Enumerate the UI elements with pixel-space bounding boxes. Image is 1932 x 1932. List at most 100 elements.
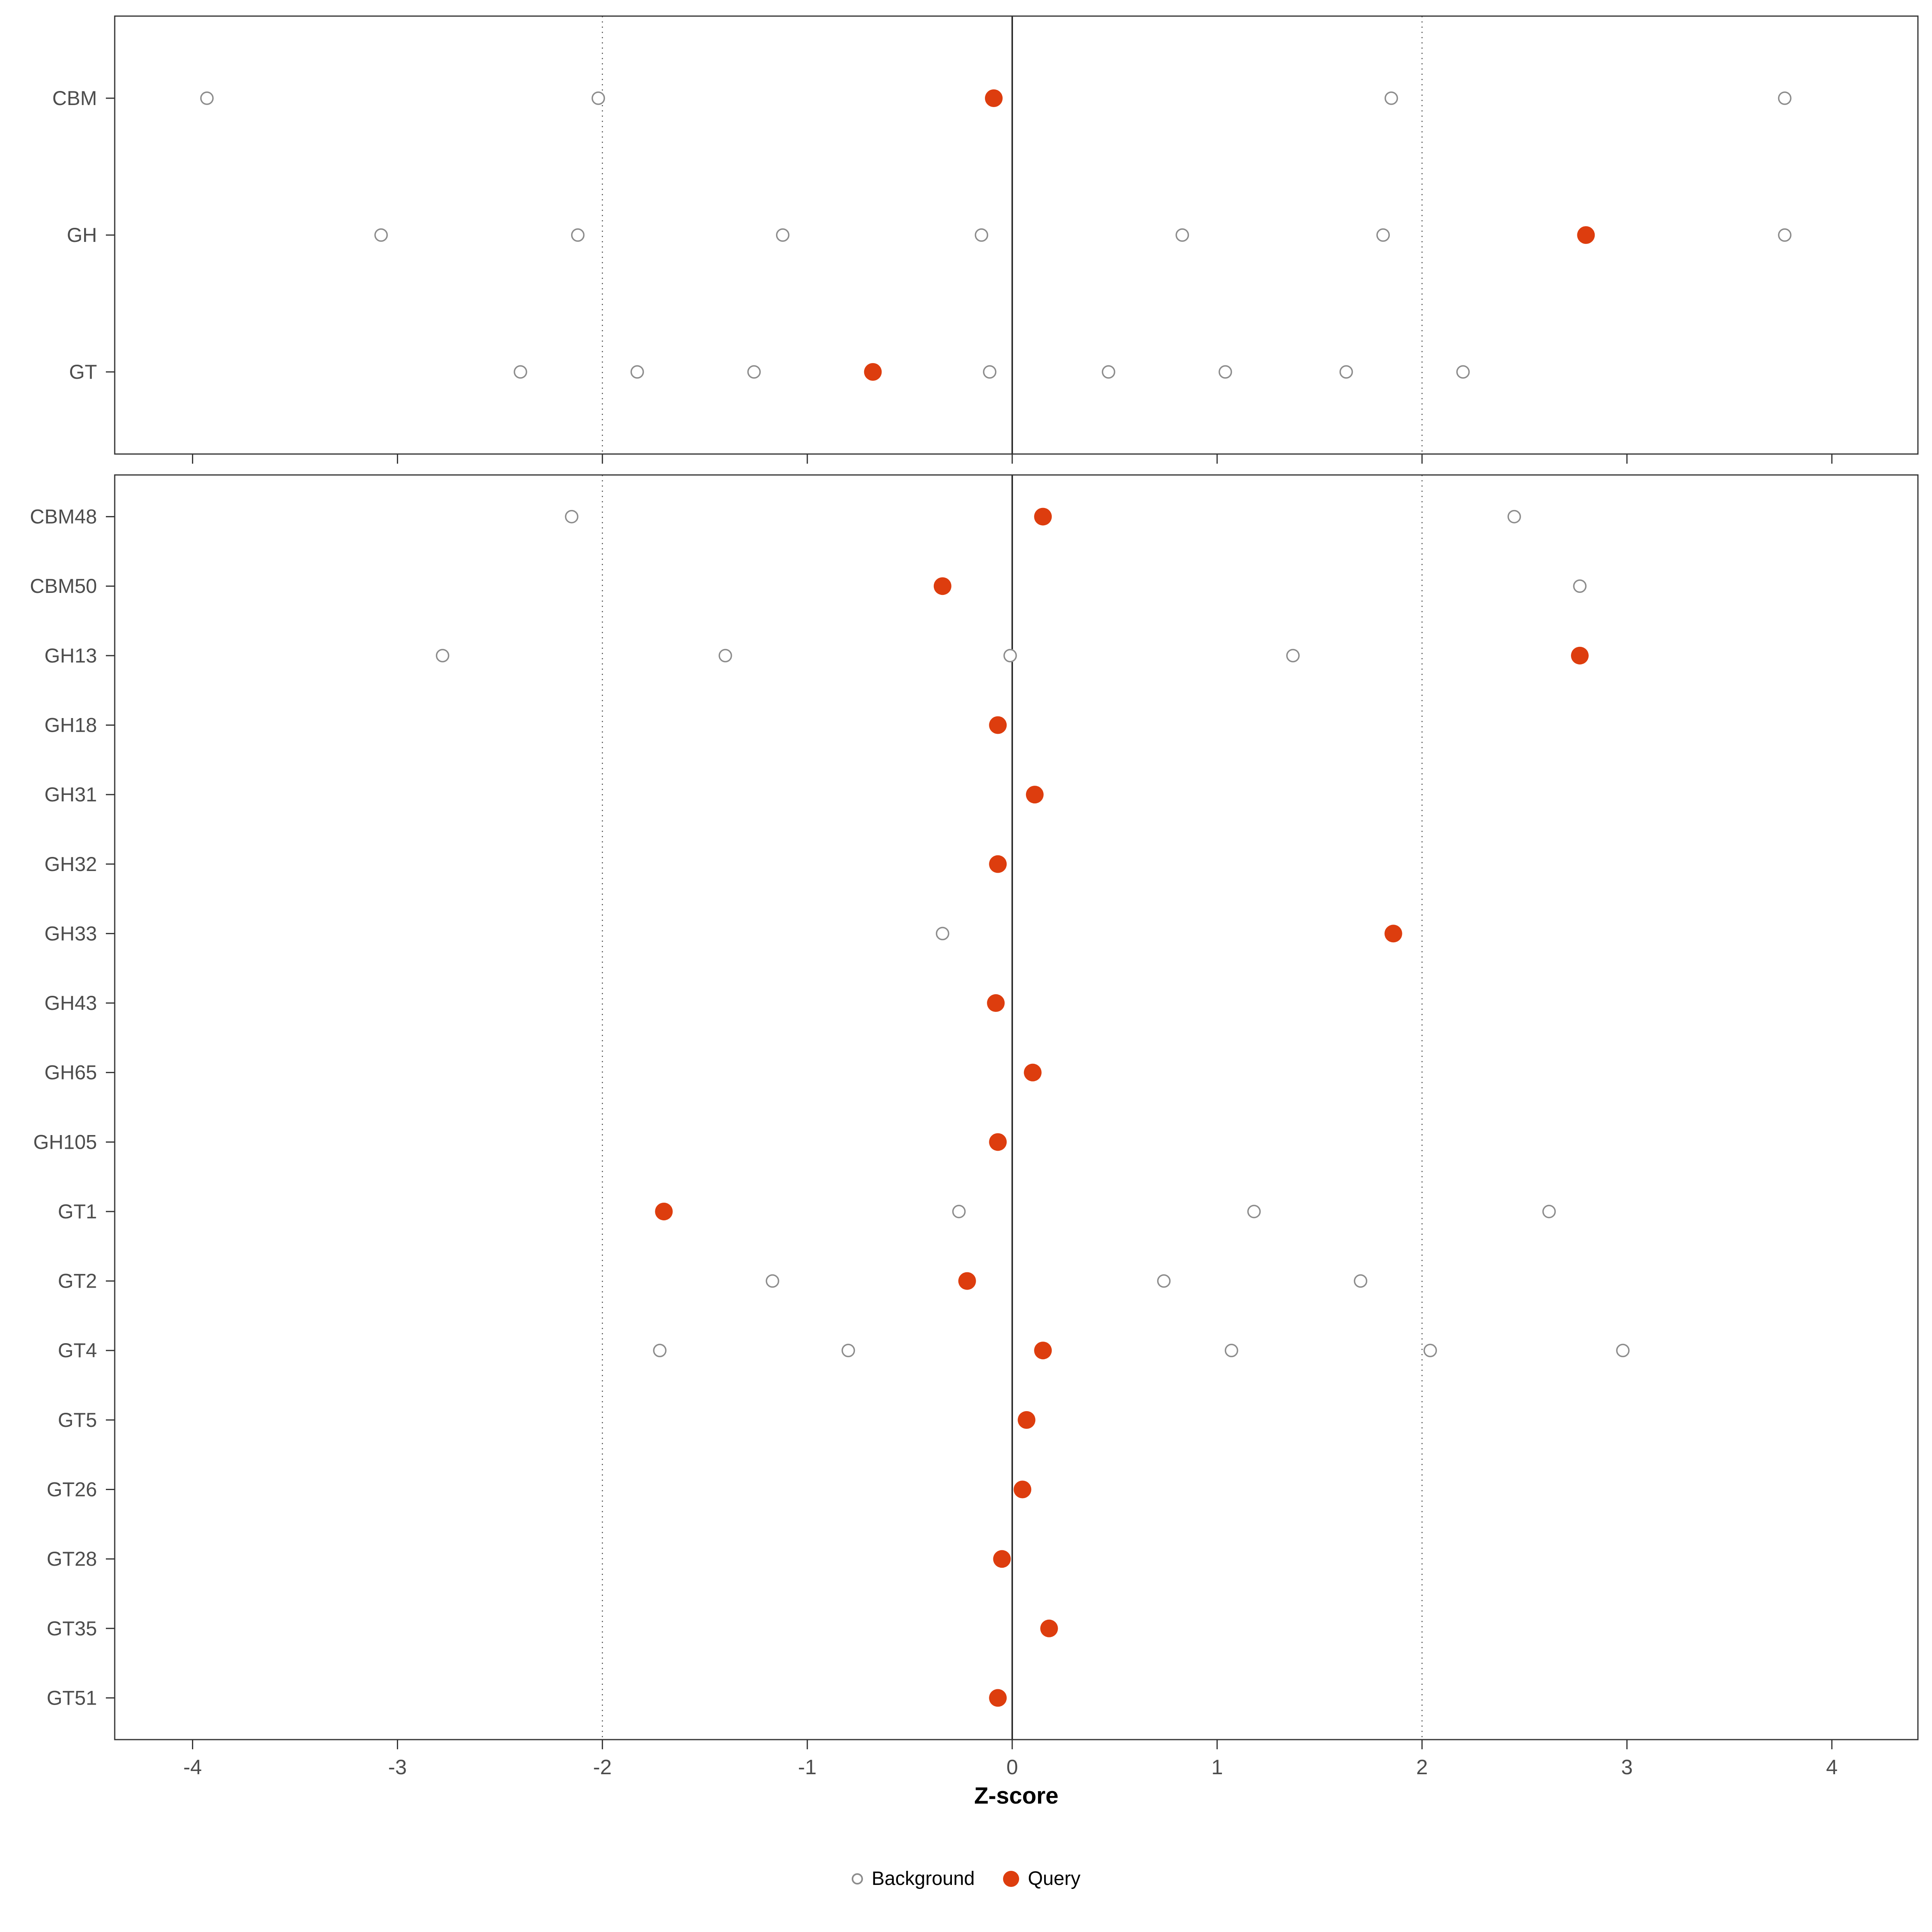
y-axis-label: GH18	[44, 714, 97, 736]
background-point	[571, 228, 585, 242]
query-point	[989, 1133, 1007, 1151]
background-point	[1175, 228, 1189, 242]
y-axis-label: GH33	[44, 922, 97, 945]
x-axis-title: Z-score	[974, 1783, 1059, 1809]
background-point	[653, 1344, 667, 1357]
background-point	[718, 649, 732, 663]
background-point	[1778, 228, 1792, 242]
y-axis-label: GT	[69, 361, 97, 383]
y-axis-label: GH31	[44, 783, 97, 806]
background-point	[1224, 1344, 1238, 1357]
background-point	[1339, 365, 1353, 379]
background-point	[514, 365, 527, 379]
x-tick-label: -4	[183, 1756, 202, 1779]
background-point	[630, 365, 644, 379]
background-point	[1573, 579, 1587, 593]
background-point	[1102, 365, 1115, 379]
background-point	[591, 91, 605, 105]
query-point	[1577, 226, 1595, 244]
x-tick-label: -2	[593, 1756, 612, 1779]
background-point	[1286, 649, 1300, 663]
query-point	[1024, 1063, 1042, 1082]
background-point	[983, 365, 997, 379]
y-axis-label: GH13	[44, 644, 97, 667]
query-point	[989, 855, 1007, 873]
y-axis-label: GH32	[44, 853, 97, 875]
background-point	[436, 649, 450, 663]
query-point	[1040, 1619, 1058, 1637]
y-axis-label: GT2	[58, 1270, 97, 1292]
x-tick-label: 3	[1621, 1756, 1633, 1779]
legend-item-background: Background	[851, 1868, 975, 1890]
background-point	[1354, 1274, 1368, 1288]
query-point	[655, 1202, 673, 1220]
y-axis-label: GT28	[47, 1548, 97, 1570]
query-point	[985, 89, 1003, 107]
background-point	[1423, 1344, 1437, 1357]
background-point	[565, 510, 579, 524]
legend: Background Query	[0, 1868, 1932, 1890]
query-point	[1034, 508, 1052, 526]
query-point	[1571, 646, 1589, 665]
x-tick-label: -3	[388, 1756, 407, 1779]
panel-border	[114, 474, 1919, 1740]
background-point	[766, 1274, 779, 1288]
background-point	[935, 927, 949, 941]
y-axis-label: GT35	[47, 1617, 97, 1640]
query-point-icon	[1003, 1870, 1019, 1887]
query-point	[1034, 1342, 1052, 1360]
legend-label-query: Query	[1028, 1868, 1081, 1889]
query-point	[989, 716, 1007, 734]
query-point	[958, 1272, 976, 1290]
y-axis-label: GT1	[58, 1200, 97, 1223]
background-point	[200, 91, 214, 105]
query-point	[1013, 1480, 1032, 1499]
query-point	[933, 577, 952, 595]
query-point	[864, 363, 882, 381]
legend-item-query: Query	[1003, 1868, 1081, 1890]
y-axis-label: GH43	[44, 992, 97, 1014]
background-point	[1157, 1274, 1171, 1288]
background-point	[952, 1205, 966, 1218]
query-point	[987, 994, 1005, 1012]
background-point	[1542, 1205, 1556, 1218]
background-point	[841, 1344, 855, 1357]
background-point	[1003, 649, 1017, 663]
y-axis-label: GT51	[47, 1686, 97, 1709]
background-point	[1456, 365, 1470, 379]
query-point	[993, 1550, 1011, 1568]
y-axis-label: GH105	[33, 1131, 97, 1153]
background-point	[974, 228, 989, 242]
background-point	[1778, 91, 1792, 105]
query-point	[1018, 1411, 1036, 1429]
background-point	[1384, 91, 1398, 105]
x-tick-label: 1	[1211, 1756, 1223, 1779]
background-point	[1247, 1205, 1261, 1218]
background-point	[1376, 228, 1390, 242]
y-axis-label: GH65	[44, 1061, 97, 1084]
query-point	[989, 1689, 1007, 1707]
query-point	[1026, 786, 1044, 804]
y-axis-label: GT26	[47, 1478, 97, 1501]
y-axis-label: GT5	[58, 1409, 97, 1431]
background-point	[1616, 1344, 1630, 1357]
y-axis-label: CBM50	[30, 575, 97, 597]
x-tick-label: 4	[1826, 1756, 1838, 1779]
y-axis-label: CBM	[52, 87, 97, 109]
background-point	[747, 365, 761, 379]
query-point	[1384, 925, 1402, 943]
background-point	[374, 228, 388, 242]
background-point	[776, 228, 790, 242]
x-tick-label: -1	[798, 1756, 817, 1779]
background-point	[1507, 510, 1521, 524]
background-point	[1218, 365, 1232, 379]
legend-label-background: Background	[871, 1868, 975, 1889]
x-tick-label: 2	[1416, 1756, 1428, 1779]
background-point-icon	[851, 1873, 863, 1885]
y-axis-label: GH	[67, 224, 97, 246]
x-tick-label: 0	[1006, 1756, 1018, 1779]
y-axis-label: CBM48	[30, 506, 97, 528]
y-axis-label: GT4	[58, 1339, 97, 1362]
